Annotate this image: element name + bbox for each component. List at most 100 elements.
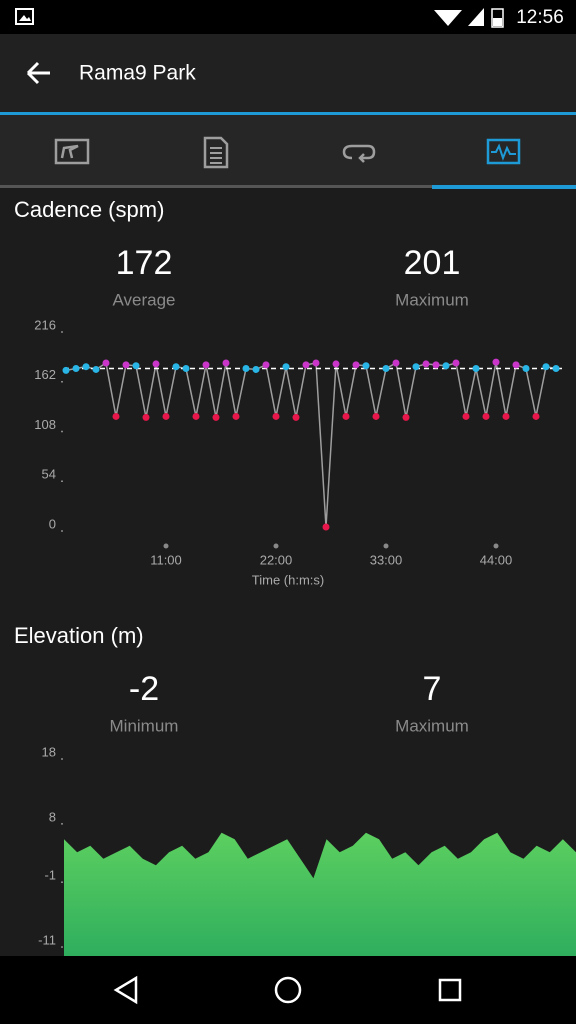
cadence-point (342, 412, 350, 420)
section-title: Cadence (spm) (14, 197, 164, 222)
cadence-point (492, 358, 500, 366)
nav-recents[interactable] (438, 978, 462, 1002)
cadence-point (92, 365, 100, 373)
y-tick-label: -1 (44, 868, 56, 883)
cadence-point (402, 413, 410, 421)
x-tick (273, 543, 279, 549)
cadence-point (332, 360, 340, 368)
x-tick-label: 33:00 (370, 552, 403, 567)
x-tick (163, 543, 169, 549)
cadence-point (252, 365, 260, 373)
cadence-point (212, 413, 220, 421)
cadence-point (282, 363, 290, 371)
tab-indicator (432, 185, 576, 189)
cadence-point (272, 412, 280, 420)
y-tick-label: 54 (42, 467, 56, 482)
tab-overview[interactable] (54, 138, 90, 165)
cadence-point (82, 363, 90, 371)
cadence-point (122, 361, 130, 369)
stat-value: 201 (404, 244, 461, 282)
cadence-point (352, 361, 360, 369)
elevation-area (64, 832, 576, 956)
app-bar (0, 34, 576, 112)
x-tick (383, 543, 389, 549)
nav-home[interactable] (274, 976, 302, 1004)
cadence-line (65, 361, 557, 528)
cadence-point (302, 361, 310, 369)
gallery-icon-mark (19, 15, 31, 21)
x-tick-label: 44:00 (480, 552, 513, 567)
charts: Cadence (spm) 172 Average 201 Maximum 0 54 108 1… (14, 197, 576, 956)
back-button[interactable] (26, 61, 50, 85)
y-tick-label: 18 (42, 744, 56, 759)
tab-bar (0, 115, 576, 188)
cadence-point (312, 359, 320, 367)
tab-icon-mark (491, 143, 516, 161)
cadence-point (232, 412, 240, 420)
stat-label: Maximum (395, 716, 469, 735)
cadence-point (462, 412, 470, 420)
x-tick-label: 22:00 (260, 552, 293, 567)
stat-value: -2 (129, 670, 159, 708)
cadence-point (532, 412, 540, 420)
cadence-point (102, 359, 110, 367)
battery-level (493, 18, 502, 26)
signal-icon (468, 8, 484, 26)
cadence-point (452, 359, 460, 367)
y-tick-label: 8 (49, 809, 56, 824)
cadence-point (172, 363, 180, 371)
gallery-icon (15, 8, 34, 25)
battery-icon (491, 8, 504, 28)
tab-charts[interactable] (486, 138, 521, 165)
cadence-point (552, 365, 560, 373)
cadence-point (432, 361, 440, 369)
cadence-point (112, 412, 120, 420)
cadence-point (442, 362, 450, 370)
cadence-point (132, 362, 140, 370)
tab-laps[interactable] (342, 144, 376, 163)
tab-icon (342, 144, 376, 163)
cadence-point (142, 413, 150, 421)
y-tick-label: 0 (49, 516, 56, 531)
cadence-point (152, 360, 160, 368)
cadence-point (62, 366, 70, 374)
stat-value: 172 (116, 244, 173, 282)
nav-back[interactable] (113, 975, 138, 1005)
cadence-point (162, 412, 170, 420)
x-tick (493, 543, 499, 549)
wifi-icon (434, 10, 462, 26)
cadence-point (242, 365, 250, 373)
cadence-point (382, 365, 390, 373)
cadence-point (512, 361, 520, 369)
tab-icon (203, 136, 229, 169)
cadence-point (192, 412, 200, 420)
section-title: Elevation (m) (14, 623, 144, 648)
tab-icon (486, 138, 521, 165)
cadence-point (522, 365, 530, 373)
tab-icon-lines (210, 147, 222, 164)
cadence-point (482, 412, 490, 420)
cadence-point (182, 365, 190, 373)
cadence-point (502, 412, 510, 420)
cadence-point (72, 365, 80, 373)
page-title: Rama9 Park (79, 62, 196, 85)
y-tick-label: -11 (38, 932, 56, 947)
cadence-point (472, 365, 480, 373)
x-axis-label: Time (h:m:s) (252, 572, 324, 587)
stat-label: Average (112, 290, 175, 309)
tab-details[interactable] (203, 136, 229, 169)
cadence-point (392, 359, 400, 367)
cadence-point (422, 360, 430, 368)
cadence-point (542, 363, 550, 371)
header-divider (0, 112, 576, 115)
y-tick-label: 162 (34, 367, 56, 382)
x-tick-label: 11:00 (150, 552, 182, 567)
cadence-point (202, 361, 210, 369)
tab-icon-mark (60, 144, 79, 159)
clock: 12:56 (516, 7, 564, 28)
stat-label: Maximum (395, 290, 469, 309)
nav-bar (0, 956, 576, 1024)
cadence-point (372, 412, 380, 420)
